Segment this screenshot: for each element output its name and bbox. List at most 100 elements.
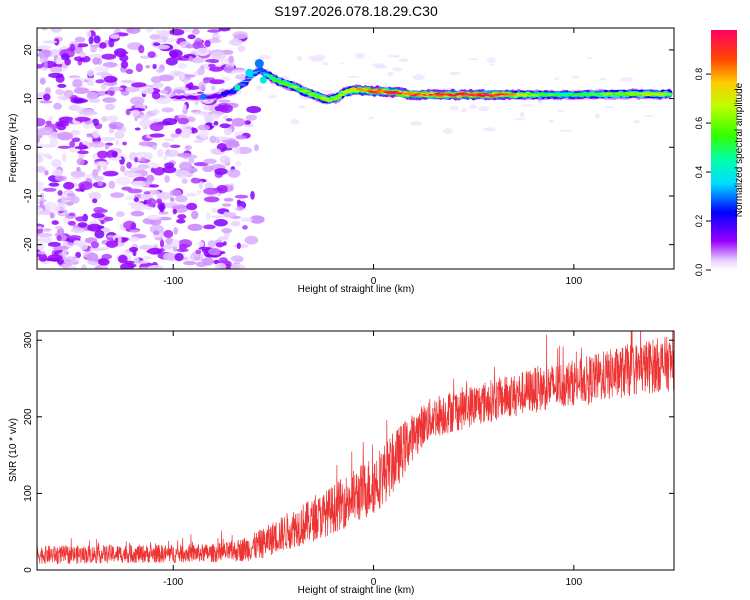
noise-blob <box>70 129 81 136</box>
noise-blob <box>155 38 164 44</box>
halo-blob <box>340 62 345 65</box>
noise-blob <box>149 224 164 234</box>
noise-blob <box>150 76 162 84</box>
halo-blob <box>392 67 403 72</box>
noise-blob <box>171 239 180 248</box>
spectrogram-ytick-label: 10 <box>23 93 34 105</box>
noise-blob <box>124 195 134 201</box>
snr-x-axis: -100 0 100 <box>163 331 583 588</box>
noise-blob <box>174 253 184 262</box>
halo-blob <box>594 113 601 119</box>
snr-xtick-label: 0 <box>371 577 377 588</box>
noise-blob <box>172 208 177 215</box>
halo-blob <box>412 74 426 81</box>
noise-blob <box>236 242 241 249</box>
noise-blob <box>215 242 225 248</box>
noise-blob <box>94 65 109 72</box>
halo-blob <box>267 95 278 99</box>
noise-blob <box>83 77 96 81</box>
track-cell <box>437 94 444 97</box>
track-cell <box>287 83 294 86</box>
noise-blob <box>120 60 129 69</box>
noise-blob <box>120 90 130 96</box>
noise-blob <box>226 139 240 148</box>
noise-blob <box>37 117 46 127</box>
noise-blob <box>43 93 51 101</box>
halo-blob <box>387 72 394 77</box>
noise-blob <box>39 100 53 104</box>
colorbar-ticks: 0.0 0.2 0.4 0.6 0.8 <box>694 68 711 276</box>
noise-blob <box>97 161 107 166</box>
noise-blob <box>126 161 132 169</box>
track-cell <box>238 83 246 87</box>
noise-blob <box>155 30 164 34</box>
track-cell <box>190 96 198 98</box>
noise-blob <box>75 257 81 262</box>
spectrogram-ytick-label: 20 <box>23 44 34 56</box>
noise-blob <box>211 34 222 38</box>
noise-blob <box>244 120 252 125</box>
noise-blob <box>130 210 145 217</box>
noise-blob <box>219 123 231 129</box>
noise-blob <box>165 148 171 156</box>
halo-blob <box>398 58 409 63</box>
noise-blob <box>225 118 233 122</box>
noise-blob <box>106 115 119 122</box>
noise-blob <box>93 176 104 181</box>
noise-blob <box>204 40 211 48</box>
noise-blob <box>39 77 46 85</box>
noise-blob <box>131 180 148 187</box>
track-knot <box>245 68 254 77</box>
noise-blob <box>202 165 214 173</box>
noise-blob <box>120 79 136 84</box>
halo-blob <box>449 71 461 76</box>
noise-blob <box>161 107 174 113</box>
noise-blob <box>101 83 107 91</box>
noise-blob <box>203 187 219 195</box>
noise-blob <box>169 28 185 36</box>
halo-blob <box>258 55 271 60</box>
noise-blobs <box>37 28 654 269</box>
noise-blob <box>245 114 258 121</box>
noise-blob <box>42 228 52 232</box>
noise-blob <box>231 117 246 127</box>
noise-blob <box>44 170 49 176</box>
noise-blob <box>178 175 188 179</box>
noise-blob <box>37 137 40 144</box>
track-cell <box>350 88 357 90</box>
noise-blob <box>214 262 227 269</box>
noise-blob <box>214 136 231 141</box>
noise-blob <box>213 259 220 265</box>
track-cell <box>638 92 646 95</box>
noise-blob <box>110 192 125 198</box>
noise-blob <box>40 144 57 148</box>
noise-blob <box>37 155 44 164</box>
noise-blob <box>139 86 154 95</box>
noise-blob <box>169 197 175 202</box>
noise-blob <box>207 29 221 33</box>
spectrogram-ylabel: Frequency (Hz) <box>8 114 19 183</box>
noise-blob <box>37 165 46 173</box>
noise-blob <box>216 184 228 194</box>
track-cell <box>220 91 228 95</box>
noise-blob <box>203 158 217 164</box>
noise-blob <box>164 202 179 207</box>
halo-blob <box>461 107 468 113</box>
noise-blob <box>176 218 186 224</box>
noise-blob <box>173 227 178 235</box>
noise-blob <box>38 210 53 215</box>
snr-ytick-label: 0 <box>23 567 34 573</box>
halo-blob <box>644 114 654 117</box>
noise-blob <box>88 98 101 104</box>
noise-blob <box>40 192 45 200</box>
noise-blob <box>127 188 143 194</box>
halo-blob <box>296 55 302 62</box>
noise-blob <box>209 135 217 144</box>
halo-blob <box>548 119 555 123</box>
noise-blob <box>175 170 190 178</box>
noise-blob <box>51 159 62 168</box>
noise-blob <box>91 129 100 139</box>
noise-blob <box>67 220 76 226</box>
noise-blob <box>39 199 47 203</box>
